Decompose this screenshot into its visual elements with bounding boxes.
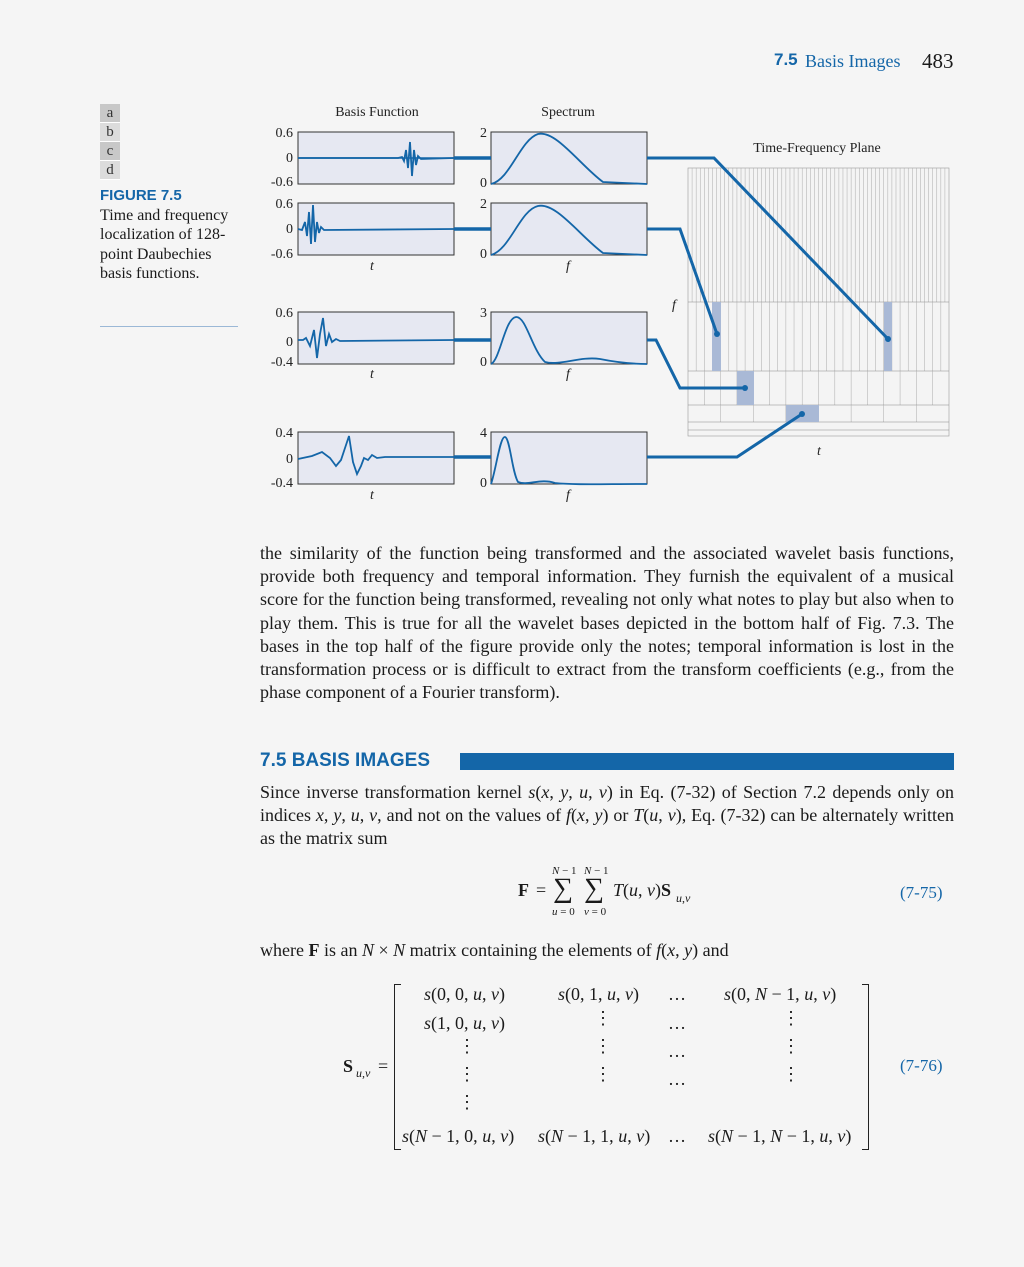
basis-a-ytick-bot: -0.6 [271,175,293,190]
spec-d-xlabel: f [566,488,572,503]
tf-t-axis-label: t [817,444,822,459]
basis-b-ytick-mid: 0 [286,222,293,237]
spec-c-xlabel: f [566,367,572,382]
basis-d-ytick-top: 0.4 [276,426,294,441]
basis-c-ytick-bot: -0.4 [271,355,293,370]
spec-a-ytick-top: 2 [480,126,487,141]
running-section-title: Basis Images [805,51,901,71]
spec-b-xlabel: f [566,259,572,274]
panel-letter-a: a [100,104,120,123]
page-number: 483 [922,49,954,73]
panel-letter-d: d [100,161,120,180]
paragraph-matrix-def: where F is an N × N matrix containing th… [260,940,729,960]
equation-number-7-76: (7-76) [900,1056,943,1075]
matrix-subscript: u,v [356,1066,371,1080]
panel-letter-c: c [100,142,120,161]
basis-d-ytick-bot: -0.4 [271,476,293,491]
spec-d-ytick-top: 4 [480,426,487,441]
spec-a-ytick-bot: 0 [480,176,487,191]
spec-c-ytick-top: 3 [480,306,487,321]
basis-a-ytick-mid: 0 [286,151,293,166]
panel-letter-b: b [100,123,120,142]
panel-letter-key: a b c d [100,104,120,180]
spectrum-tf-connectors [647,156,890,459]
basis-d-ytick-mid: 0 [286,452,293,467]
basis-function-title: Basis Function [335,105,419,120]
figure-label: FIGURE 7.5 [100,187,182,204]
equation-number-7-75: (7-75) [900,883,943,902]
matrix-left-bracket [394,984,401,1150]
basis-plot-a: 0.6 0 -0.6 [271,126,455,190]
tf-f-axis-label: f [672,298,678,313]
basis-a-ytick-top: 0.6 [276,126,294,141]
basis-plot-d: 0.4 0 -0.4 t [271,426,455,503]
basis-b-ytick-top: 0.6 [276,197,294,212]
matrix-right-bracket [862,984,869,1150]
basis-b-ytick-bot: -0.6 [271,247,293,262]
basis-plot-c: 0.6 0 -0.4 t [271,306,455,382]
basis-d-xlabel: t [370,488,375,503]
spectrum-plot-a: 2 0 [480,126,648,191]
caption-rule [100,326,238,327]
basis-c-ytick-mid: 0 [286,335,293,350]
running-section-number: 7.5 [774,50,798,69]
basis-spectrum-connectors [454,156,491,459]
spectrum-plot-c: 3 0 f [480,306,648,382]
section-heading-bar [460,753,954,770]
basis-b-xlabel: t [370,259,375,274]
paragraph-kernel: Since inverse transformation kernel s(x,… [260,782,955,849]
spectrum-plot-d: 4 0 f [480,426,648,503]
tf-connector-endpoints [714,331,891,417]
figure-caption: Time and frequency localization of 128-p… [100,207,229,283]
figure-graphic: Basis Function Spectrum Time-Frequency P… [271,105,950,503]
spec-c-ytick-bot: 0 [480,355,487,370]
equation-7-75: F = N − 1 ∑ u = 0 N − 1 ∑ v = 0 T(u, v)S… [518,865,691,918]
basis-plot-b: 0.6 0 -0.6 t [271,197,455,274]
spectrum-plot-b: 2 0 f [480,197,648,274]
tf-plane-title: Time-Frequency Plane [753,141,880,156]
spectrum-title: Spectrum [541,105,595,120]
basis-c-ytick-top: 0.6 [276,306,294,321]
tf-plane: f t [672,167,950,459]
spec-b-ytick-top: 2 [480,197,487,212]
basis-c-xlabel: t [370,367,375,382]
spec-b-ytick-bot: 0 [480,247,487,262]
section-heading: 7.5 BASIS IMAGES [260,750,430,771]
equation-7-76: S u,v = s(0, 0, u, v) s(0, 1, u, v) … s(… [0,980,1024,1155]
spec-d-ytick-bot: 0 [480,476,487,491]
body-paragraph: the similarity of the function being tra… [260,543,954,703]
